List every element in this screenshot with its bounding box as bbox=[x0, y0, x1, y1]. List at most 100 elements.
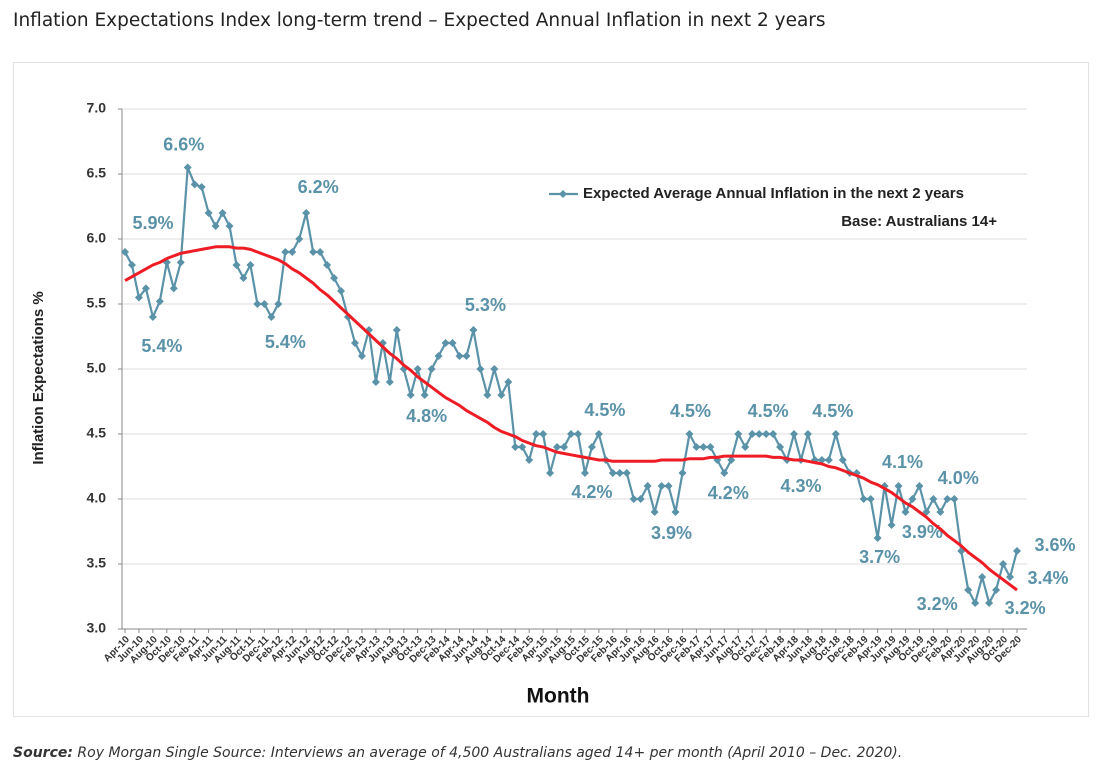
series-line bbox=[124, 166, 1019, 605]
data-point bbox=[441, 339, 450, 347]
data-point bbox=[978, 573, 987, 581]
data-label: 5.3% bbox=[465, 295, 506, 315]
y-tick-label: 5.5 bbox=[87, 295, 107, 311]
data-label: 4.5% bbox=[748, 401, 789, 421]
data-point bbox=[901, 508, 910, 516]
data-point bbox=[490, 365, 499, 373]
data-point bbox=[720, 469, 729, 477]
data-label: 4.5% bbox=[812, 401, 853, 421]
annotation: Base: Australians 14+ bbox=[841, 213, 997, 230]
data-label: 3.2% bbox=[917, 594, 958, 614]
data-point bbox=[211, 222, 220, 230]
data-label: 3.4% bbox=[1028, 568, 1069, 588]
data-point bbox=[225, 222, 234, 230]
data-point bbox=[483, 391, 492, 399]
data-point bbox=[622, 469, 631, 477]
y-axis-title: Inflation Expectations % bbox=[30, 291, 47, 464]
y-tick-label: 6.5 bbox=[87, 165, 107, 181]
data-point bbox=[657, 482, 666, 490]
data-label: 6.6% bbox=[163, 134, 204, 154]
data-point bbox=[532, 430, 541, 438]
data-point bbox=[330, 274, 339, 282]
data-point bbox=[685, 430, 694, 438]
data-point bbox=[413, 365, 422, 373]
data-point bbox=[469, 326, 478, 334]
data-label: 3.7% bbox=[859, 547, 900, 567]
data-point bbox=[748, 430, 757, 438]
data-point bbox=[357, 352, 366, 360]
data-point bbox=[769, 430, 778, 438]
data-point bbox=[817, 456, 826, 464]
data-point bbox=[985, 599, 994, 607]
data-point bbox=[615, 469, 624, 477]
data-point bbox=[943, 495, 952, 503]
data-point bbox=[546, 469, 555, 477]
data-point bbox=[385, 378, 394, 386]
data-point bbox=[915, 482, 924, 490]
data-label: 4.1% bbox=[882, 452, 923, 472]
data-point bbox=[260, 300, 269, 308]
data-point bbox=[803, 430, 812, 438]
data-point bbox=[678, 469, 687, 477]
data-point bbox=[664, 482, 673, 490]
data-point bbox=[518, 443, 527, 451]
data-point bbox=[894, 482, 903, 490]
data-point bbox=[636, 495, 645, 503]
data-label: 4.5% bbox=[670, 401, 711, 421]
data-point bbox=[992, 586, 1001, 594]
data-point bbox=[323, 261, 332, 269]
data-point bbox=[859, 495, 868, 503]
data-point bbox=[824, 456, 833, 464]
data-point bbox=[253, 300, 262, 308]
data-point bbox=[448, 339, 457, 347]
data-point bbox=[155, 297, 164, 306]
data-label: 5.4% bbox=[141, 336, 182, 356]
data-point bbox=[866, 495, 875, 503]
data-point bbox=[762, 430, 771, 438]
data-point bbox=[594, 430, 603, 438]
legend-label: Expected Average Annual Inflation in the… bbox=[583, 185, 964, 202]
data-point bbox=[350, 339, 359, 347]
x-axis-title: Month bbox=[527, 685, 590, 708]
data-point bbox=[281, 248, 290, 256]
data-point bbox=[629, 495, 638, 503]
data-point bbox=[239, 274, 248, 282]
y-tick-label: 7.0 bbox=[87, 100, 107, 116]
data-point bbox=[288, 248, 297, 256]
y-tick-label: 4.0 bbox=[87, 490, 107, 506]
data-point bbox=[790, 430, 798, 438]
data-point bbox=[908, 495, 917, 503]
source-note: Source: Roy Morgan Single Source: Interv… bbox=[13, 745, 902, 761]
data-point bbox=[887, 521, 896, 529]
data-point bbox=[671, 508, 680, 516]
data-point bbox=[504, 378, 513, 386]
data-point bbox=[650, 508, 659, 516]
data-point bbox=[197, 183, 206, 191]
data-label: 3.6% bbox=[1034, 535, 1075, 555]
data-point bbox=[1006, 573, 1015, 581]
data-point bbox=[218, 209, 227, 217]
data-point bbox=[567, 430, 575, 438]
y-tick-label: 4.5 bbox=[87, 425, 107, 441]
chart-frame bbox=[13, 62, 1089, 717]
data-label: 4.3% bbox=[780, 476, 821, 496]
data-point bbox=[316, 248, 325, 256]
legend-marker bbox=[559, 190, 567, 198]
data-point bbox=[553, 443, 562, 451]
data-point bbox=[936, 508, 945, 516]
data-point bbox=[560, 443, 569, 451]
data-point bbox=[183, 163, 192, 172]
data-point bbox=[999, 560, 1008, 568]
data-point bbox=[580, 469, 589, 477]
data-point bbox=[274, 300, 283, 308]
data-point bbox=[1013, 547, 1021, 555]
data-label: 4.0% bbox=[938, 468, 979, 488]
data-point bbox=[337, 287, 346, 295]
data-label: 4.8% bbox=[406, 406, 447, 426]
data-point bbox=[734, 430, 743, 438]
data-point bbox=[176, 258, 185, 267]
data-point bbox=[392, 326, 401, 334]
data-point bbox=[455, 352, 464, 360]
data-label: 3.2% bbox=[1005, 598, 1046, 618]
